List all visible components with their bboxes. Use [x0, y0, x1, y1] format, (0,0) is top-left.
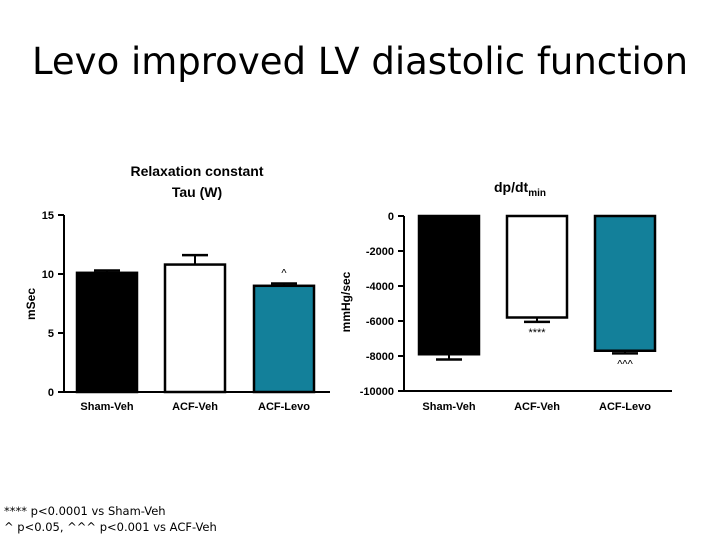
dpdt-x-tick-label: Sham-Veh: [422, 401, 475, 413]
tau-significance-label: ^: [281, 267, 287, 279]
dpdt-bar: [505, 214, 569, 319]
dpdt-y-tick-label: -8000: [366, 351, 394, 363]
tau-x-tick-label: ACF-Levo: [258, 401, 310, 413]
tau-y-tick-label: 0: [48, 387, 54, 399]
dpdt-y-tick-label: 0: [388, 211, 394, 223]
dpdt-y-tick-label: -2000: [366, 246, 394, 258]
tau-chart-y-axis-label: mSec: [24, 288, 38, 320]
tau-x-tick-label: Sham-Veh: [80, 401, 133, 413]
dpdt-y-tick-label: -6000: [366, 316, 394, 328]
slide-title: Levo improved LV diastolic function: [31, 40, 689, 83]
tau-bar: [75, 271, 139, 394]
tau-chart: Relaxation constant Tau (W) mSec ^ 0 5 10 15…: [24, 163, 330, 413]
dpdt-y-tick-label: -4000: [366, 281, 394, 293]
dpdt-significance-label: ^^^: [617, 358, 633, 370]
tau-chart-title: Relaxation constant: [130, 163, 263, 179]
tau-bar: [163, 263, 227, 394]
dpdt-chart-title-main: dp/dt: [494, 179, 529, 195]
dpdt-significance-label: ****: [528, 327, 546, 339]
dpdt-y-tick-label: -10000: [360, 386, 394, 398]
dpdt-chart-y-axis-label: mmHg/sec: [339, 271, 353, 332]
tau-y-tick-label: 15: [42, 210, 54, 222]
dpdt-x-tick-label: ACF-Veh: [514, 401, 560, 413]
dpdt-chart-title-subscript: min: [528, 188, 546, 199]
footnote-sham: **** p<0.0001 vs Sham-Veh: [4, 504, 166, 518]
dpdt-chart-title: dp/dtmin: [494, 179, 546, 199]
dpdt-bar: [417, 214, 481, 356]
tau-y-tick-label: 10: [42, 269, 54, 281]
tau-x-tick-label: ACF-Veh: [172, 401, 218, 413]
dpdt-x-tick-label: ACF-Levo: [599, 401, 651, 413]
tau-bar: [252, 284, 316, 394]
dpdt-bar: [593, 214, 657, 352]
footnote-acf: ^ p<0.05, ^^^ p<0.001 vs ACF-Veh: [4, 520, 217, 534]
footnotes: **** p<0.0001 vs Sham-Veh ^ p<0.05, ^^^ …: [4, 503, 217, 535]
tau-chart-subtitle: Tau (W): [172, 184, 222, 200]
dpdt-chart: dp/dtmin mmHg/sec **** ^^^ 0 -2000 -4000 -600…: [339, 179, 672, 413]
tau-y-tick-label: 5: [48, 328, 54, 340]
